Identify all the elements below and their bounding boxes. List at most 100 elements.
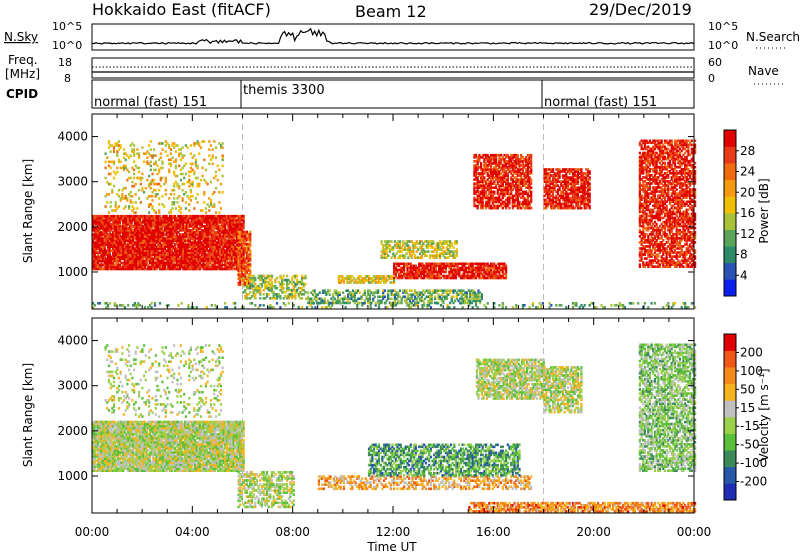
range-cell — [269, 288, 272, 292]
range-cell — [235, 241, 238, 244]
range-cell — [239, 216, 242, 220]
range-cell — [239, 218, 242, 222]
range-cell — [220, 255, 223, 259]
cpid-panel: CPID normal (fast) 151 themis 3300 norma… — [6, 79, 695, 110]
range-cell — [217, 241, 220, 244]
range-cell — [115, 218, 118, 222]
sky-noise-panel: N.Sky 10^5 10^0 10^5 10^0 N.Search — [4, 20, 800, 52]
range-cell — [146, 156, 149, 159]
range-cell — [138, 255, 141, 259]
range-cell — [230, 267, 233, 271]
range-cell — [160, 239, 163, 242]
range-cell — [210, 245, 213, 248]
range-cell — [95, 227, 98, 230]
range-cell — [242, 218, 245, 222]
range-cell — [249, 265, 252, 268]
range-cell — [244, 275, 247, 278]
range-cell — [222, 257, 225, 261]
range-cell — [279, 282, 282, 286]
range-cell — [244, 295, 247, 298]
range-cell — [116, 170, 119, 174]
range-cell — [160, 233, 163, 236]
range-cell — [97, 251, 100, 254]
range-cell — [189, 233, 192, 236]
range-cell — [110, 229, 113, 232]
range-cell — [230, 229, 233, 232]
range-cell — [95, 243, 98, 246]
range-cell — [153, 231, 157, 234]
range-cell — [201, 166, 204, 170]
range-cell — [201, 209, 204, 212]
range-cell — [140, 257, 143, 261]
range-cell — [173, 223, 177, 226]
range-cell — [232, 237, 235, 240]
range-cell — [208, 140, 211, 143]
range-cell — [230, 257, 233, 261]
range-cell — [196, 182, 199, 186]
range-cell — [229, 263, 232, 267]
range-cell — [189, 239, 192, 242]
range-cell — [242, 279, 245, 282]
range-cell — [338, 291, 341, 294]
range-cell — [93, 267, 96, 271]
range-cell — [133, 257, 136, 261]
range-cell — [181, 146, 184, 149]
range-cell — [204, 218, 207, 222]
range-cell — [157, 225, 160, 228]
range-cell — [230, 225, 233, 228]
range-cell — [180, 239, 183, 242]
range-cell — [245, 261, 248, 264]
range-cell — [242, 284, 245, 288]
range-cell — [270, 284, 274, 288]
range-cell — [158, 158, 161, 162]
range-cell — [259, 278, 262, 282]
range-cell — [189, 216, 192, 220]
range-cell — [170, 237, 173, 240]
range-cell — [143, 191, 146, 194]
range-cell — [112, 150, 116, 153]
range-cell — [153, 239, 157, 242]
range-cell — [147, 231, 150, 234]
range-cell — [169, 211, 172, 214]
range-cell — [244, 238, 247, 242]
range-cell — [163, 249, 167, 252]
range-cell — [142, 216, 145, 220]
range-cell — [383, 289, 386, 292]
range-cell — [207, 227, 210, 230]
range-cell — [97, 257, 100, 261]
range-cell — [107, 261, 110, 265]
range-cell — [230, 227, 233, 230]
range-cell — [157, 263, 160, 267]
range-cell — [239, 257, 242, 260]
range-cell — [224, 253, 227, 257]
range-cell — [239, 261, 242, 264]
range-cell — [133, 207, 136, 210]
search-noise-label: N.Search — [746, 30, 800, 44]
range-cell — [178, 195, 181, 198]
range-cell — [148, 214, 152, 218]
range-cell — [128, 170, 131, 174]
range-cell — [113, 255, 116, 259]
range-cell — [184, 251, 187, 254]
range-cell — [227, 261, 230, 265]
range-cell — [200, 221, 203, 224]
range-cell — [215, 214, 218, 218]
range-cell — [173, 201, 176, 204]
range-cell — [193, 170, 196, 174]
range-cell — [148, 218, 152, 222]
range-cell — [128, 263, 131, 267]
range-cell — [155, 265, 158, 269]
range-cell — [235, 223, 238, 226]
range-cell — [182, 218, 185, 222]
range-cell — [205, 239, 208, 242]
range-cell — [219, 237, 222, 240]
range-cell — [214, 259, 217, 263]
range-cell — [222, 229, 225, 232]
range-cell — [286, 282, 289, 286]
range-cell — [301, 286, 304, 290]
range-cell — [130, 237, 133, 240]
range-cell — [214, 211, 218, 214]
range-cell — [93, 223, 96, 226]
range-cell — [153, 235, 157, 238]
range-cell — [296, 274, 299, 278]
